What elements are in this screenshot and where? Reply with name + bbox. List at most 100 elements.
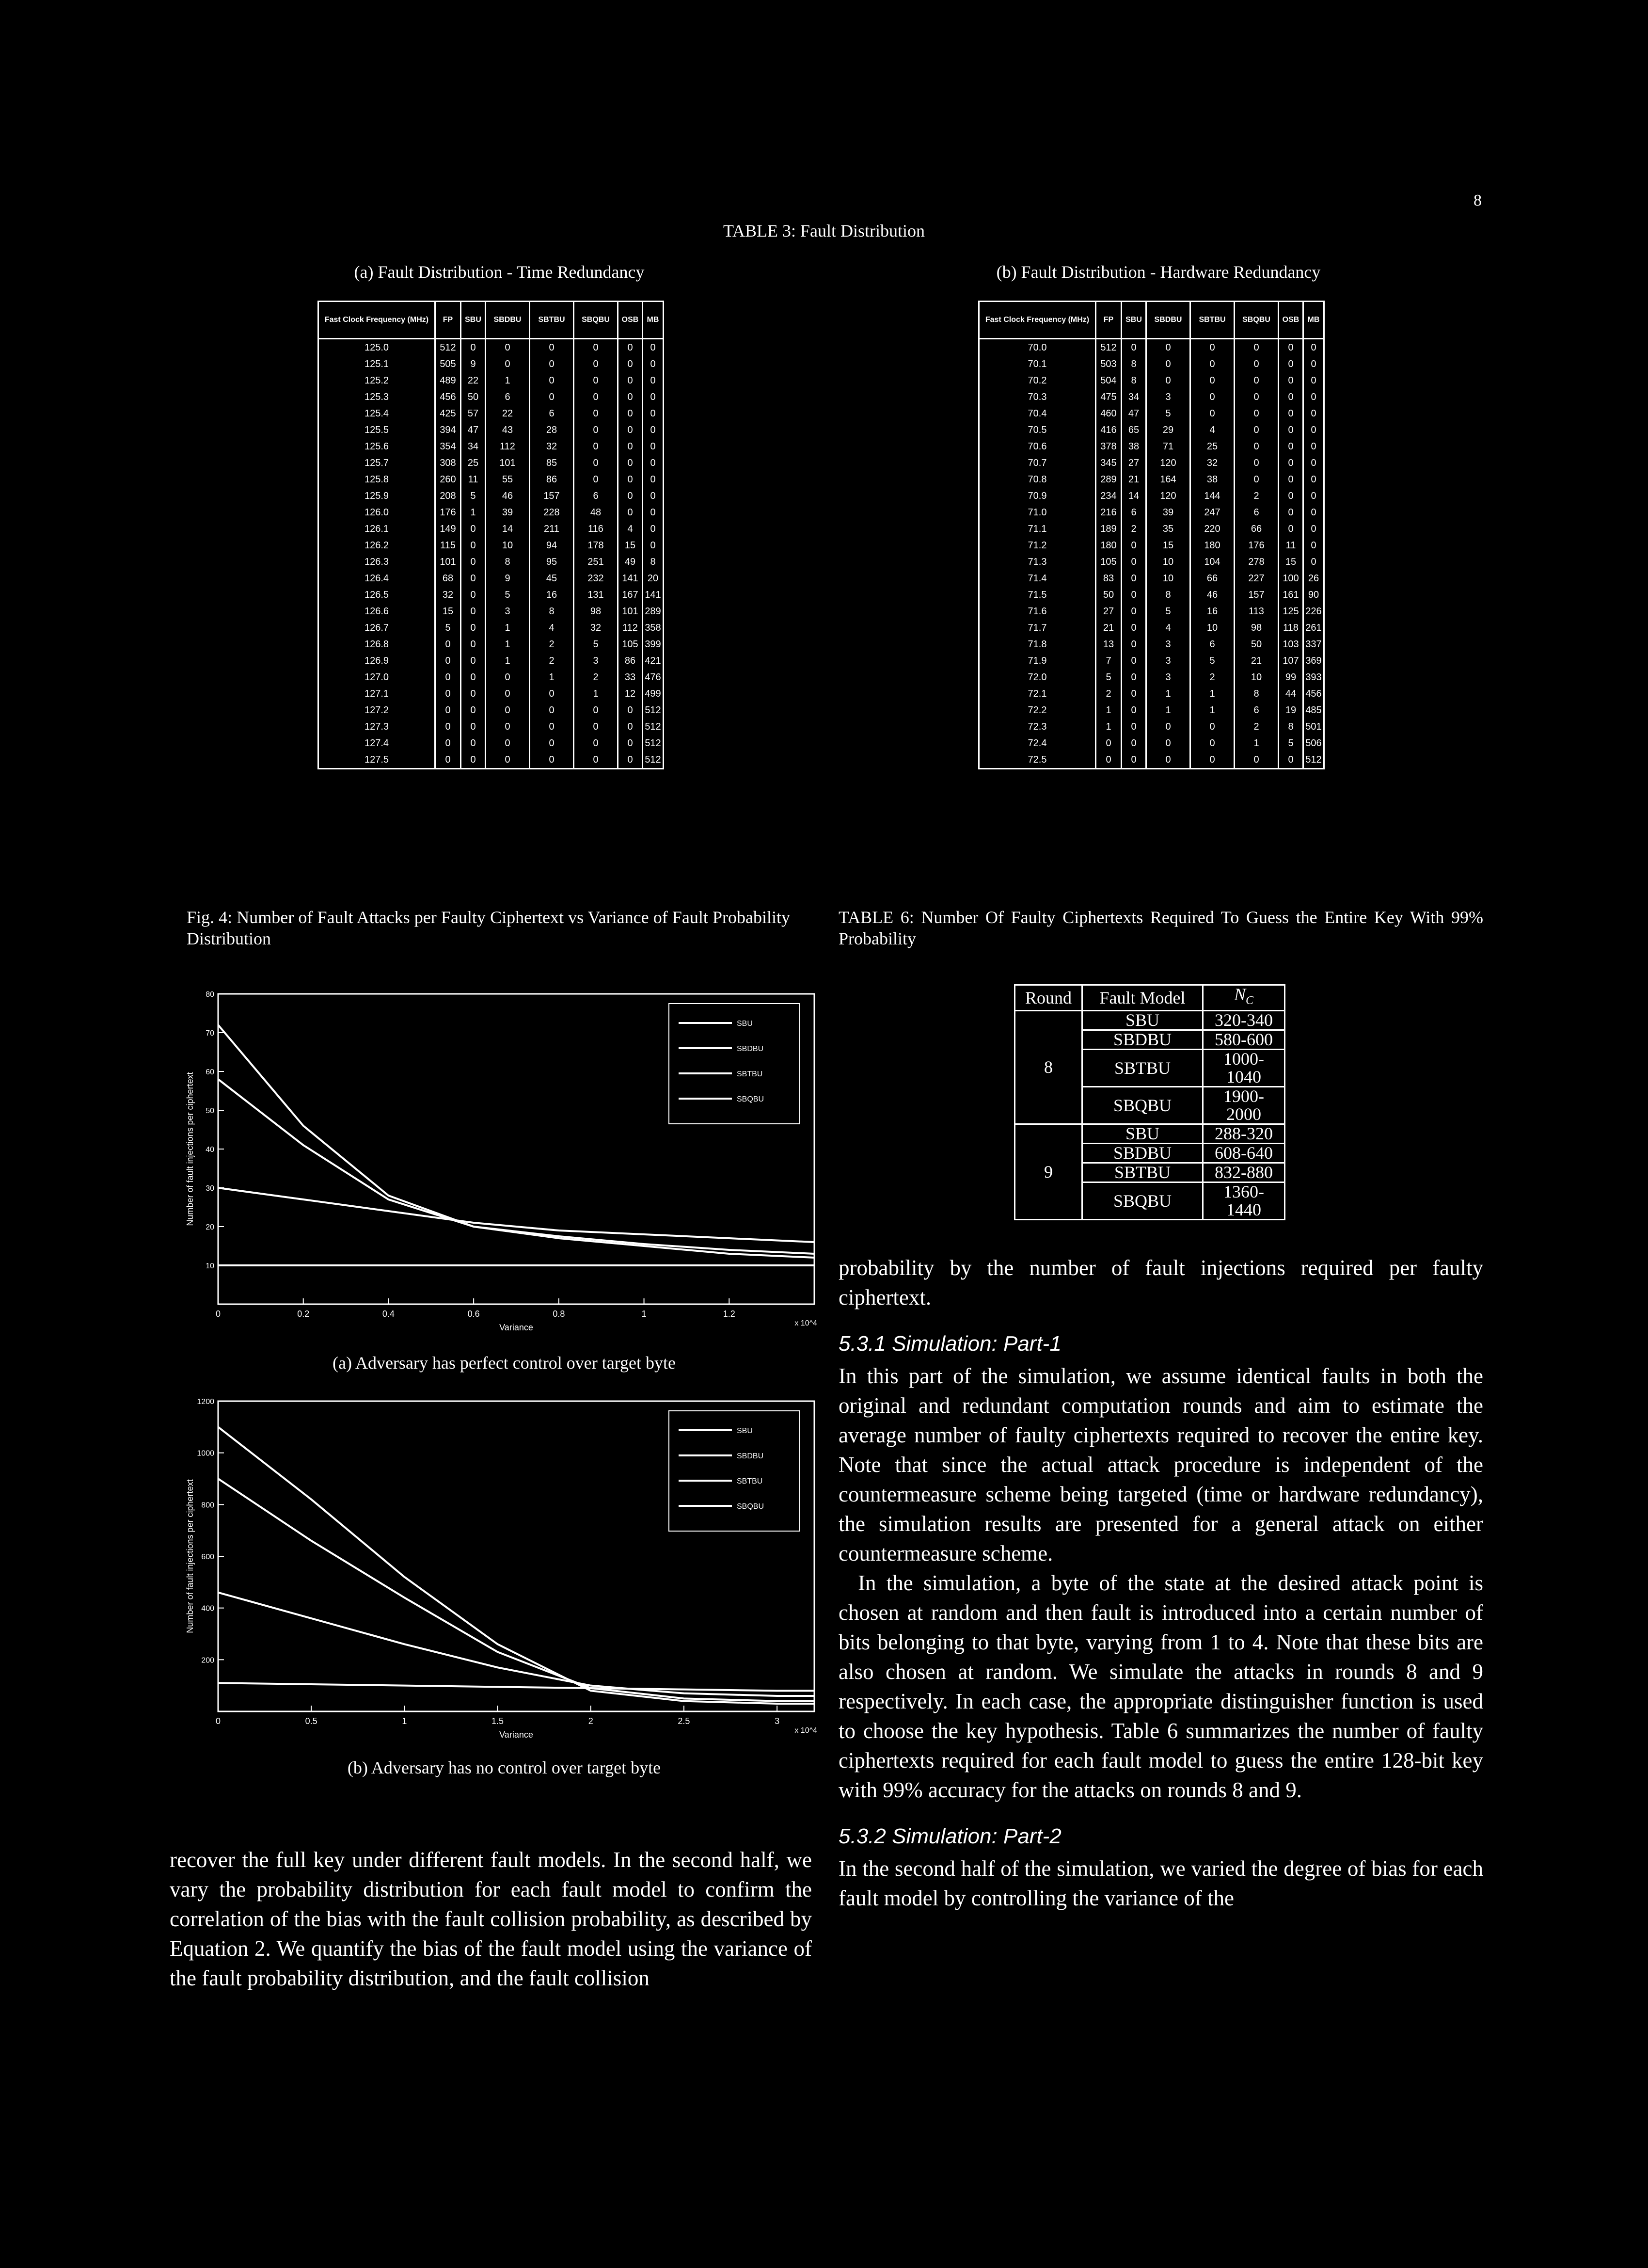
count-cell: 101 xyxy=(617,603,643,620)
freq-header: Fast Clock Frequency (MHz) xyxy=(978,301,1096,339)
count-cell: 0 xyxy=(1121,636,1147,653)
table-row: 125.2 489 22 1 0 0 0 0 xyxy=(317,372,664,389)
freq-cell: 125.0 xyxy=(317,338,436,356)
count-cell: 4 xyxy=(1189,422,1235,438)
count-cell: 0 xyxy=(1121,686,1147,702)
count-cell: 0 xyxy=(529,356,574,372)
count-cell: 164 xyxy=(1145,471,1191,488)
count-cell: 0 xyxy=(617,504,643,521)
count-cell: 16 xyxy=(529,587,574,603)
count-cell: 25 xyxy=(460,455,486,471)
page-number: 8 xyxy=(1474,192,1482,209)
legend-label: SBTBU xyxy=(737,1477,762,1485)
freq-cell: 125.8 xyxy=(317,471,436,488)
count-cell: 8 xyxy=(1121,356,1147,372)
freq-cell: 70.4 xyxy=(978,405,1096,422)
table-row: 70.0 512 0 0 0 0 0 0 xyxy=(978,338,1325,356)
count-cell: 86 xyxy=(617,653,643,669)
count-cell: 176 xyxy=(1234,537,1279,554)
count-cell: 13 xyxy=(1095,636,1122,653)
count-cell: 2 xyxy=(1189,669,1235,686)
count-cell: 0 xyxy=(460,537,486,554)
freq-cell: 71.8 xyxy=(978,636,1096,653)
count-cell: 86 xyxy=(529,471,574,488)
count-cell: 0 xyxy=(434,636,461,653)
count-cell: 8 xyxy=(1145,587,1191,603)
legend-label: SBQBU xyxy=(737,1095,764,1103)
count-cell: 0 xyxy=(434,653,461,669)
table-row: 71.3 105 0 10 104 278 15 0 xyxy=(978,554,1325,570)
count-cell: 6 xyxy=(1234,702,1279,719)
fig4a-chart: 10 20 30 40 50 60 70 80 0 0.2 0.4 0.6 0.8 1 1.2 x 10^4 V… xyxy=(185,990,817,1332)
count-cell: 0 xyxy=(1234,751,1279,769)
right-para-4: In the second half of the simulation, we… xyxy=(839,1856,1483,1910)
count-cell: 6 xyxy=(1121,504,1147,521)
t6-model: SBU xyxy=(1081,1010,1204,1031)
count-cell: 0 xyxy=(573,338,618,356)
count-cell: 0 xyxy=(1278,389,1304,405)
count-cell: 5 xyxy=(1278,735,1304,751)
count-cell: 0 xyxy=(460,653,486,669)
count-cell: 8 xyxy=(642,554,664,570)
count-cell: 33 xyxy=(617,669,643,686)
freq-cell: 70.7 xyxy=(978,455,1096,471)
freq-cell: 126.8 xyxy=(317,636,436,653)
count-cell: 0 xyxy=(642,537,664,554)
table-row: 70.9 234 14 120 144 2 0 0 xyxy=(978,488,1325,504)
count-cell: 8 xyxy=(529,603,574,620)
count-cell: 0 xyxy=(1278,751,1304,769)
x-tick-label: 0.6 xyxy=(468,1309,480,1319)
count-cell: 105 xyxy=(617,636,643,653)
count-cell: 394 xyxy=(434,422,461,438)
count-cell: 29 xyxy=(1145,422,1191,438)
table-row: 125.4 425 57 22 6 0 0 0 xyxy=(317,405,664,422)
count-cell: 0 xyxy=(617,405,643,422)
count-cell: 0 xyxy=(460,636,486,653)
table-row: 126.4 68 0 9 45 232 141 20 xyxy=(317,570,664,587)
table-row: 126.2 115 0 10 94 178 15 0 xyxy=(317,537,664,554)
count-cell: 19 xyxy=(1278,702,1304,719)
y-tick-label: 10 xyxy=(206,1262,214,1270)
count-cell: 28 xyxy=(529,422,574,438)
x-tick-label: 1 xyxy=(402,1716,407,1726)
count-cell: 0 xyxy=(1278,422,1304,438)
count-cell: 0 xyxy=(1234,438,1279,455)
count-cell: 57 xyxy=(460,405,486,422)
count-cell: 0 xyxy=(460,669,486,686)
freq-cell: 70.3 xyxy=(978,389,1096,405)
count-cell: 0 xyxy=(573,751,618,769)
series-line-sbdbu xyxy=(217,1078,815,1255)
table-row: 70.4 460 47 5 0 0 0 0 xyxy=(978,405,1325,422)
count-cell: 178 xyxy=(573,537,618,554)
t6-nc: 580-600 xyxy=(1202,1029,1285,1051)
count-cell: 0 xyxy=(642,504,664,521)
count-cell: 11 xyxy=(1278,537,1304,554)
y-tick-label: 600 xyxy=(201,1553,214,1561)
freq-cell: 127.3 xyxy=(317,719,436,735)
count-cell: 6 xyxy=(485,389,530,405)
y-tick-label: 70 xyxy=(206,1029,214,1038)
col-header: FP xyxy=(1095,301,1122,339)
x-tick-label: 2.5 xyxy=(678,1716,690,1726)
table-row: 70.2 504 8 0 0 0 0 0 xyxy=(978,372,1325,389)
count-cell: 369 xyxy=(1302,653,1325,669)
y-axis-label: Number of fault injections per ciphertex… xyxy=(185,1072,195,1226)
table-row: 125.9 208 5 46 157 6 0 0 xyxy=(317,488,664,504)
count-cell: 0 xyxy=(573,735,618,751)
count-cell: 456 xyxy=(434,389,461,405)
count-cell: 501 xyxy=(1302,719,1325,735)
x-tick-label: 0 xyxy=(216,1309,221,1319)
table-row: 71.0 216 6 39 247 6 0 0 xyxy=(978,504,1325,521)
count-cell: 261 xyxy=(1302,620,1325,636)
count-cell: 0 xyxy=(617,751,643,769)
count-cell: 0 xyxy=(1302,356,1325,372)
table-row: 70.5 416 65 29 4 0 0 0 xyxy=(978,422,1325,438)
t6-model: SBDBU xyxy=(1081,1143,1204,1164)
count-cell: 157 xyxy=(529,488,574,504)
col-header: MB xyxy=(642,301,664,339)
table3-title: TABLE 3: Fault Distribution xyxy=(723,221,925,240)
legend-box xyxy=(668,1003,800,1124)
count-cell: 141 xyxy=(642,587,664,603)
table6: Round Fault Model NC 8 SBU 320-340 SBDBU… xyxy=(1014,984,1285,1221)
count-cell: 0 xyxy=(460,338,486,356)
